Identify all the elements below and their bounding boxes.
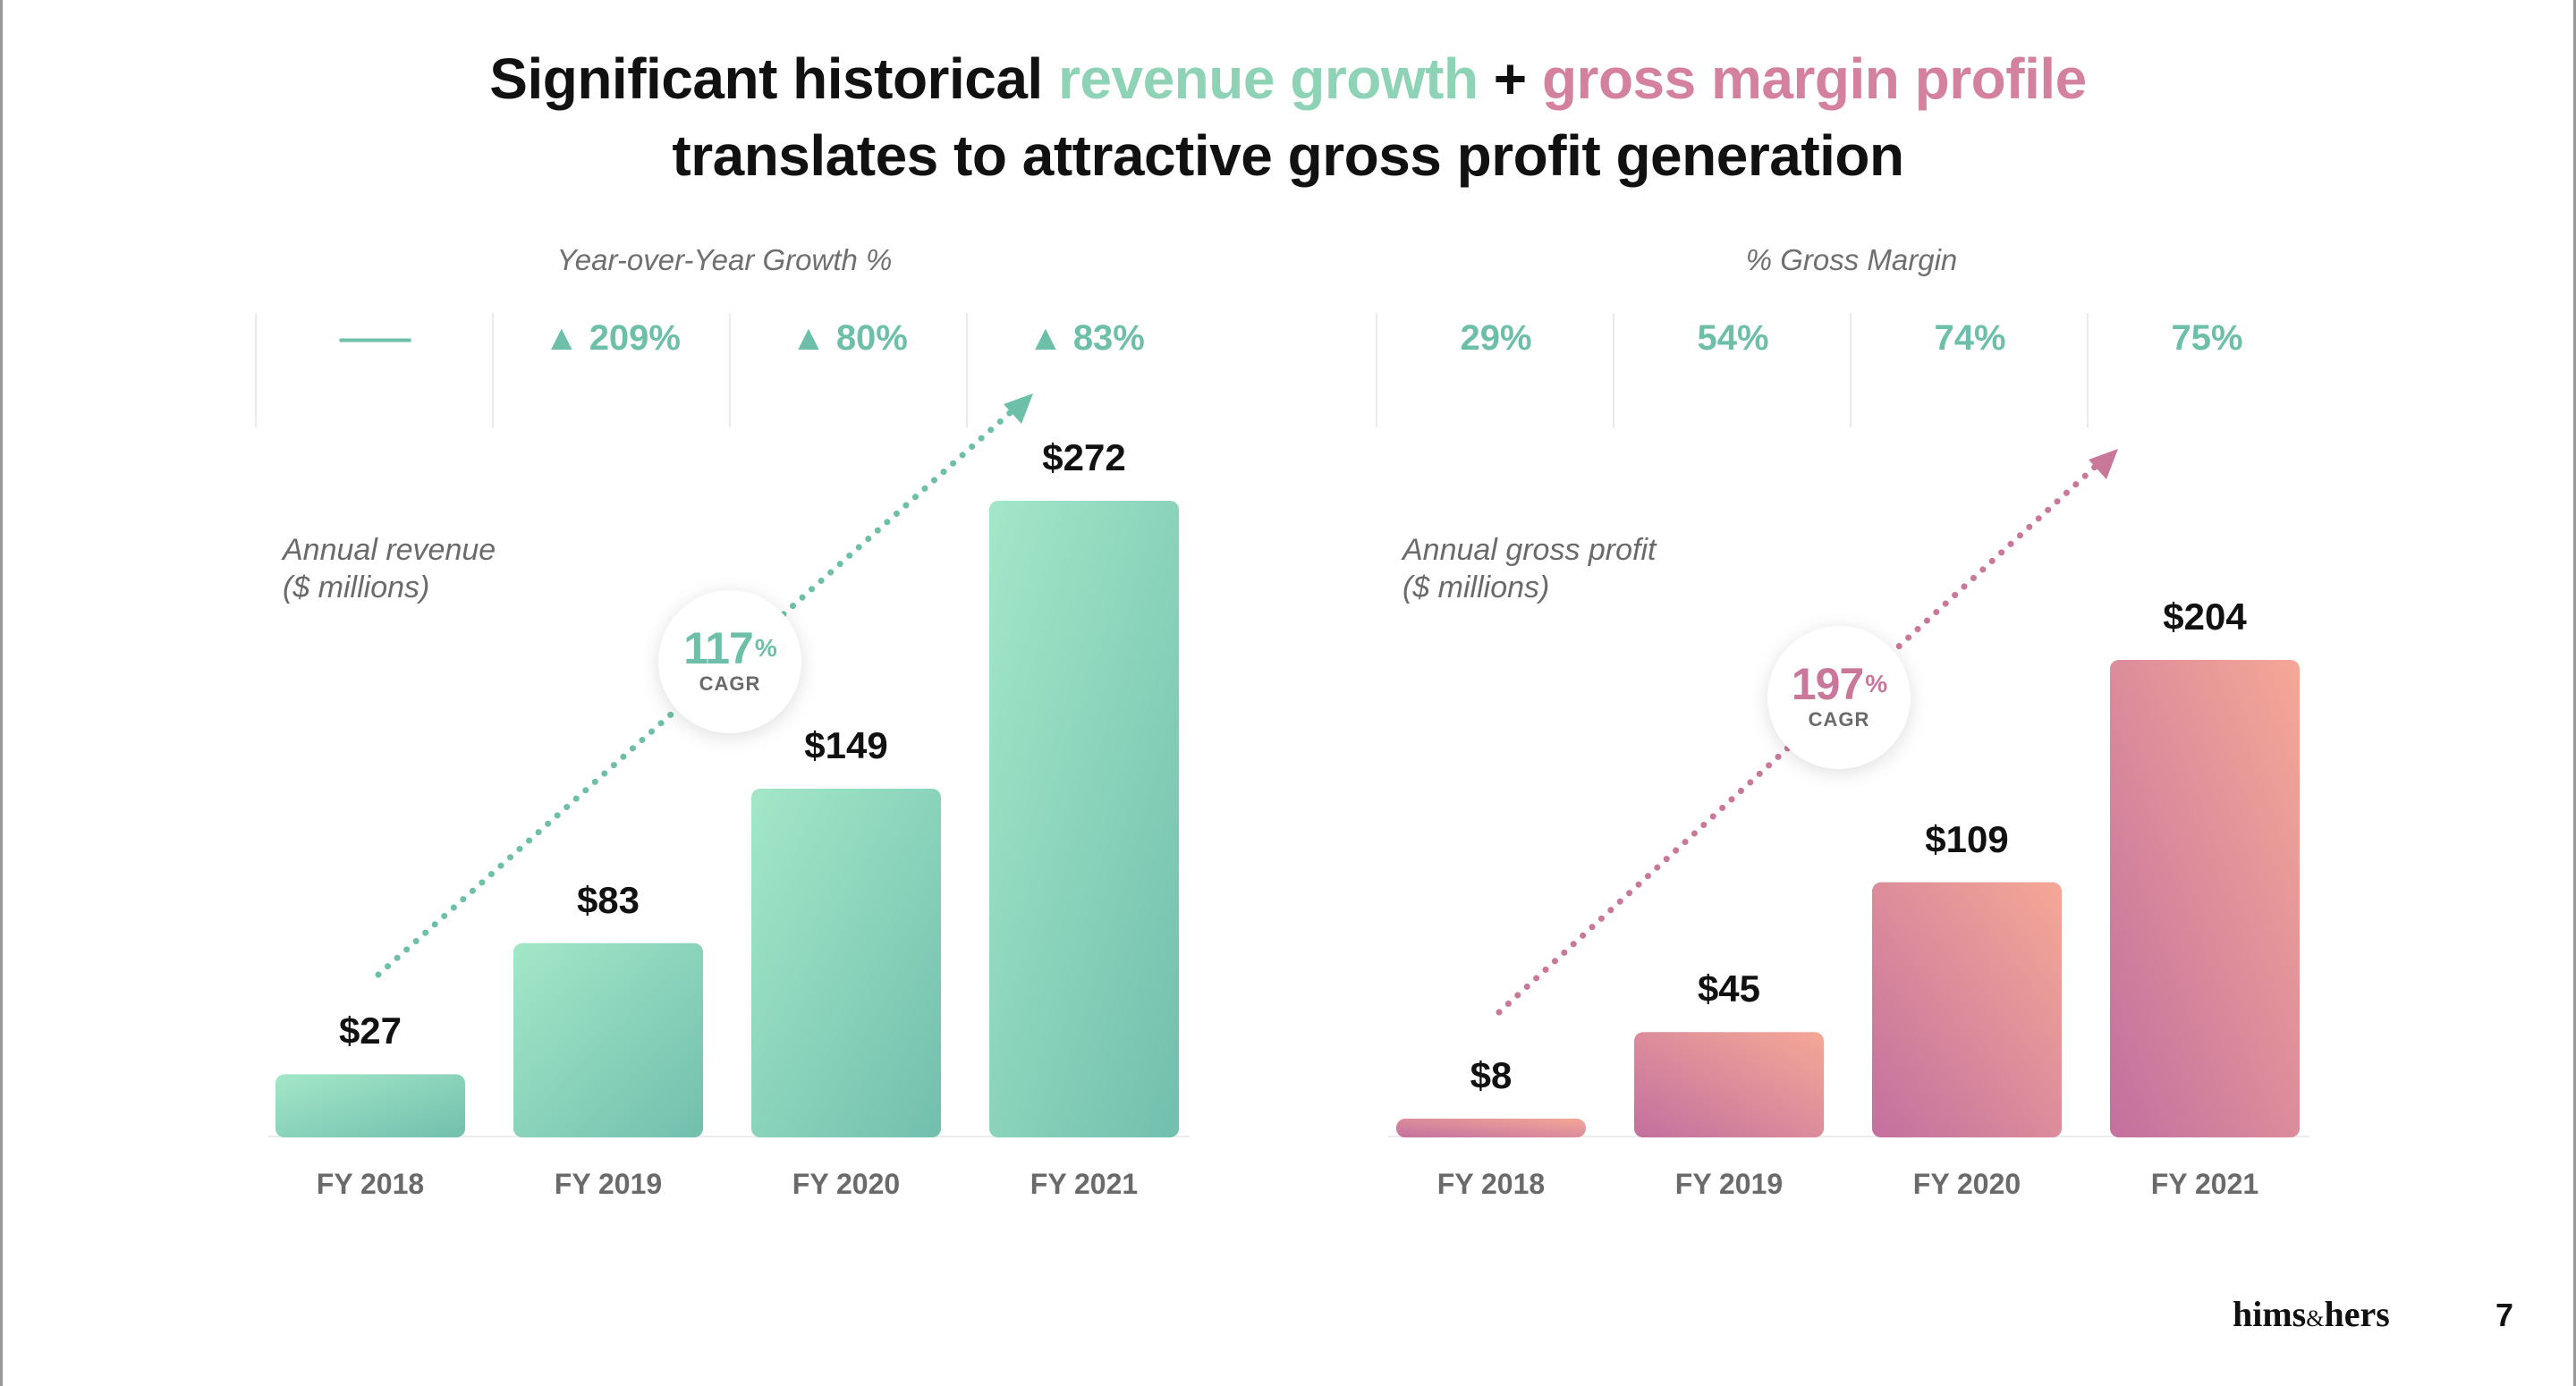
gross-profit-cagr-value: 197% [1791, 659, 1887, 709]
slide-frame-right [2573, 0, 2576, 1386]
gross-profit-cagr-arrow-line [1496, 457, 2106, 1016]
slide-title-line1: Significant historical revenue growth + … [0, 41, 2576, 116]
title-text: Significant historical [489, 46, 1058, 111]
revenue-cagr-value: 117% [683, 623, 777, 673]
revenue-category-label-fy2020: FY 2020 [792, 1168, 901, 1200]
gross-profit-cagr-badge: 197% CAGR [1767, 626, 1911, 769]
gross-margin-fy2021: 75% [2087, 313, 2326, 427]
gross-profit-axis-label: Annual gross profit ($ millions) [1402, 531, 1657, 606]
yoy-growth-label: Year-over-Year Growth % [556, 243, 893, 276]
revenue-bar-fy2020 [751, 788, 941, 1137]
gross-profit-category-label-fy2020: FY 2020 [1912, 1168, 2021, 1200]
gross-profit-chart-baseline [1388, 1136, 2309, 1137]
slide-frame-left [0, 0, 3, 1386]
revenue-value-label-fy2018: $27 [338, 1010, 402, 1052]
gross-profit-category-label-fy2019: FY 2019 [1674, 1168, 1784, 1200]
gross-profit-axis-label-line1: Annual gross profit [1402, 533, 1657, 567]
gross-margin-fy2018: 29% [1376, 313, 1614, 427]
gross-profit-value-label-fy2020: $109 [1925, 817, 2009, 860]
gross-margin-fy2019: 54% [1613, 313, 1852, 427]
revenue-cagr-arrowhead [1004, 393, 1033, 424]
title-plus: + [1478, 46, 1542, 111]
gross-profit-bar-fy2019 [1634, 1032, 1824, 1137]
yoy-growth-fy2018: —— [255, 313, 494, 427]
yoy-growth-fy2020: ▲ 80% [729, 313, 968, 427]
revenue-value-label-fy2019: $83 [576, 878, 640, 921]
page-number: 7 [2496, 1297, 2514, 1333]
gross-profit-value-label-fy2021: $204 [2163, 596, 2247, 638]
gross-profit-axis-label-line2: ($ millions) [1402, 570, 1550, 604]
gross-margin-fy2020: 74% [1850, 313, 2089, 427]
revenue-bar-fy2018 [275, 1074, 465, 1137]
gross-profit-bar-fy2018 [1396, 1119, 1586, 1137]
revenue-axis-label-line1: Annual revenue [283, 533, 496, 567]
revenue-bar-fy2021 [989, 501, 1179, 1137]
hims-hers-logo: hims&hers [2233, 1294, 2390, 1334]
gross-margin-label: % Gross Margin [1745, 243, 1958, 276]
gross-profit-cagr-label: CAGR [1808, 708, 1870, 731]
revenue-chart-baseline [268, 1136, 1190, 1137]
revenue-category-label-fy2019: FY 2019 [554, 1168, 663, 1200]
revenue-axis-label: Annual revenue ($ millions) [283, 531, 496, 606]
gross-profit-value-label-fy2019: $45 [1697, 968, 1761, 1010]
yoy-growth-fy2019: ▲ 209% [492, 313, 731, 427]
gross-profit-cagr-arrowhead [2089, 449, 2118, 479]
title-accent-revenue-growth: revenue growth [1057, 46, 1479, 111]
revenue-cagr-badge: 117% CAGR [658, 590, 801, 733]
slide-title-line2: translates to attractive gross profit ge… [672, 123, 1904, 188]
gross-profit-bar-fy2021 [2110, 660, 2300, 1137]
gross-profit-value-label-fy2018: $8 [1470, 1054, 1513, 1097]
revenue-category-label-fy2018: FY 2018 [316, 1168, 425, 1200]
revenue-bar-fy2019 [513, 942, 703, 1137]
revenue-cagr-label: CAGR [699, 672, 761, 695]
revenue-value-label-fy2021: $272 [1042, 436, 1126, 478]
revenue-value-label-fy2020: $149 [804, 723, 888, 766]
title-accent-gross-margin: gross margin profile [1541, 46, 2087, 111]
gross-profit-category-label-fy2018: FY 2018 [1436, 1168, 1546, 1200]
gross-profit-category-label-fy2021: FY 2021 [2150, 1168, 2259, 1200]
gross-profit-bar-fy2020 [1872, 882, 2062, 1137]
revenue-category-label-fy2021: FY 2021 [1030, 1168, 1139, 1200]
yoy-growth-fy2021: ▲ 83% [966, 313, 1205, 427]
revenue-axis-label-line2: ($ millions) [283, 570, 430, 604]
